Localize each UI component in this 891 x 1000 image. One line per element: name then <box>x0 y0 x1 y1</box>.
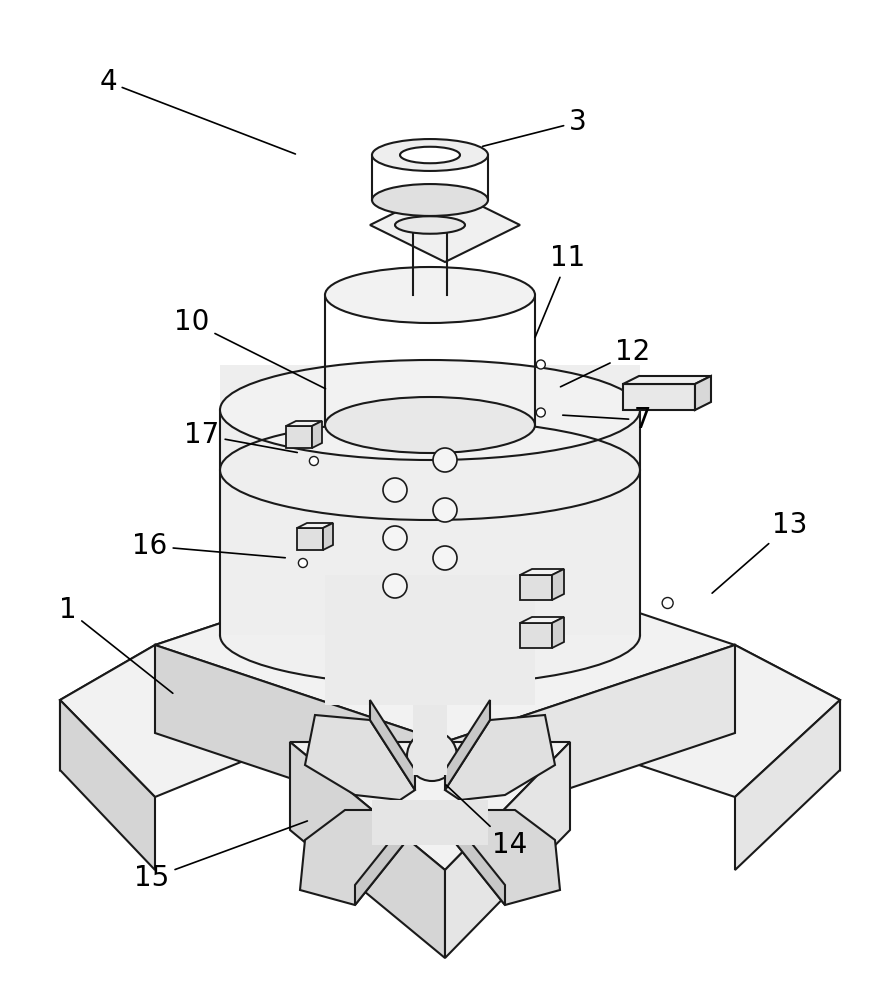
Text: 12: 12 <box>560 338 650 387</box>
Polygon shape <box>60 645 155 770</box>
Text: 13: 13 <box>712 511 807 593</box>
Polygon shape <box>300 810 415 905</box>
Polygon shape <box>445 715 555 800</box>
Ellipse shape <box>400 147 460 163</box>
Polygon shape <box>286 421 322 426</box>
Circle shape <box>298 558 307 568</box>
Polygon shape <box>60 645 290 797</box>
Polygon shape <box>445 700 490 790</box>
Polygon shape <box>286 426 312 448</box>
Polygon shape <box>735 645 840 770</box>
Circle shape <box>309 456 318 466</box>
Circle shape <box>536 408 545 417</box>
Circle shape <box>383 574 407 598</box>
Polygon shape <box>623 384 695 410</box>
Text: 17: 17 <box>184 421 298 452</box>
Ellipse shape <box>220 360 640 460</box>
Text: 3: 3 <box>483 108 587 146</box>
Circle shape <box>433 546 457 570</box>
Polygon shape <box>355 810 415 905</box>
Text: 11: 11 <box>535 244 585 337</box>
Text: 15: 15 <box>135 821 307 892</box>
Polygon shape <box>372 800 488 845</box>
Text: 16: 16 <box>133 532 285 560</box>
Circle shape <box>662 597 673 608</box>
Ellipse shape <box>372 184 488 216</box>
Polygon shape <box>520 575 552 600</box>
Polygon shape <box>623 376 711 384</box>
Polygon shape <box>155 548 735 742</box>
Polygon shape <box>155 548 445 645</box>
Polygon shape <box>570 645 840 797</box>
Text: 7: 7 <box>563 406 652 434</box>
Circle shape <box>383 526 407 550</box>
Ellipse shape <box>325 397 535 453</box>
Polygon shape <box>60 700 155 870</box>
Circle shape <box>407 731 457 781</box>
Polygon shape <box>220 410 640 635</box>
Polygon shape <box>552 569 564 600</box>
Polygon shape <box>413 705 447 775</box>
Polygon shape <box>520 569 564 575</box>
Text: 1: 1 <box>59 596 173 693</box>
Polygon shape <box>445 742 570 958</box>
Text: 4: 4 <box>99 68 296 154</box>
Text: 14: 14 <box>446 785 527 859</box>
Polygon shape <box>297 528 323 550</box>
Polygon shape <box>305 715 415 800</box>
Ellipse shape <box>220 585 640 685</box>
Ellipse shape <box>395 216 465 234</box>
Circle shape <box>536 360 545 369</box>
Circle shape <box>433 448 457 472</box>
Polygon shape <box>297 523 333 528</box>
Ellipse shape <box>325 267 535 323</box>
Polygon shape <box>445 645 735 830</box>
Circle shape <box>433 498 457 522</box>
Polygon shape <box>290 742 445 958</box>
Polygon shape <box>735 700 840 870</box>
Polygon shape <box>325 575 535 705</box>
Polygon shape <box>445 810 505 905</box>
Polygon shape <box>695 376 711 410</box>
Polygon shape <box>155 645 445 830</box>
Polygon shape <box>323 523 333 550</box>
Polygon shape <box>552 617 564 648</box>
Polygon shape <box>312 421 322 448</box>
Polygon shape <box>445 810 560 905</box>
Circle shape <box>383 478 407 502</box>
Text: 10: 10 <box>175 308 325 389</box>
Ellipse shape <box>372 139 488 171</box>
Polygon shape <box>370 700 415 790</box>
Polygon shape <box>290 742 570 870</box>
Polygon shape <box>520 623 552 648</box>
Polygon shape <box>520 617 564 623</box>
Polygon shape <box>220 365 640 590</box>
Polygon shape <box>370 188 520 262</box>
